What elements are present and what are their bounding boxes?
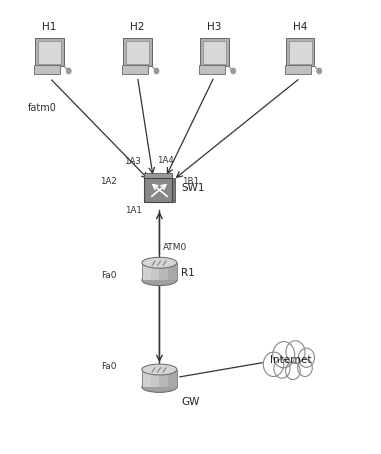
FancyBboxPatch shape bbox=[285, 65, 311, 74]
Circle shape bbox=[298, 348, 314, 367]
FancyBboxPatch shape bbox=[200, 38, 229, 66]
Circle shape bbox=[231, 68, 236, 74]
FancyBboxPatch shape bbox=[123, 38, 152, 66]
Circle shape bbox=[274, 359, 290, 378]
Ellipse shape bbox=[142, 364, 177, 375]
Circle shape bbox=[286, 341, 305, 363]
Text: 1A1: 1A1 bbox=[125, 206, 142, 215]
FancyBboxPatch shape bbox=[286, 38, 314, 66]
FancyBboxPatch shape bbox=[150, 370, 159, 387]
Text: 1A3: 1A3 bbox=[123, 157, 141, 166]
Ellipse shape bbox=[142, 257, 177, 268]
Circle shape bbox=[273, 341, 295, 368]
Text: H1: H1 bbox=[43, 22, 57, 32]
FancyBboxPatch shape bbox=[289, 41, 312, 64]
Text: ATM0: ATM0 bbox=[163, 243, 187, 252]
FancyBboxPatch shape bbox=[168, 263, 177, 280]
Text: 1B1: 1B1 bbox=[182, 177, 199, 186]
FancyBboxPatch shape bbox=[35, 38, 64, 66]
FancyBboxPatch shape bbox=[142, 263, 150, 280]
Text: GW: GW bbox=[181, 397, 200, 407]
Text: H4: H4 bbox=[293, 22, 307, 32]
Circle shape bbox=[286, 362, 300, 380]
Circle shape bbox=[298, 359, 312, 376]
Text: fatm0: fatm0 bbox=[28, 103, 57, 113]
Circle shape bbox=[154, 68, 159, 74]
Text: H2: H2 bbox=[130, 22, 145, 32]
Text: H3: H3 bbox=[207, 22, 221, 32]
Text: Fa0: Fa0 bbox=[101, 271, 117, 280]
Circle shape bbox=[317, 68, 322, 74]
Ellipse shape bbox=[142, 381, 177, 392]
Text: Fa0: Fa0 bbox=[101, 362, 117, 371]
Ellipse shape bbox=[142, 275, 177, 286]
FancyBboxPatch shape bbox=[144, 173, 173, 178]
FancyBboxPatch shape bbox=[142, 370, 177, 387]
FancyBboxPatch shape bbox=[126, 41, 149, 64]
Circle shape bbox=[66, 68, 71, 74]
Text: Internet: Internet bbox=[271, 355, 312, 365]
FancyBboxPatch shape bbox=[38, 41, 61, 64]
FancyBboxPatch shape bbox=[144, 178, 173, 202]
Text: R1: R1 bbox=[181, 268, 195, 278]
FancyBboxPatch shape bbox=[150, 263, 159, 280]
FancyBboxPatch shape bbox=[159, 370, 168, 387]
Circle shape bbox=[263, 352, 284, 376]
FancyBboxPatch shape bbox=[199, 65, 225, 74]
FancyBboxPatch shape bbox=[173, 178, 175, 202]
FancyBboxPatch shape bbox=[122, 65, 148, 74]
Text: SW1: SW1 bbox=[181, 183, 205, 193]
FancyBboxPatch shape bbox=[142, 370, 150, 387]
FancyBboxPatch shape bbox=[34, 65, 60, 74]
FancyBboxPatch shape bbox=[203, 41, 226, 64]
Text: 1A4: 1A4 bbox=[157, 156, 174, 165]
FancyBboxPatch shape bbox=[168, 370, 177, 387]
Text: 1A2: 1A2 bbox=[100, 177, 117, 186]
FancyBboxPatch shape bbox=[159, 263, 168, 280]
FancyBboxPatch shape bbox=[142, 263, 177, 280]
